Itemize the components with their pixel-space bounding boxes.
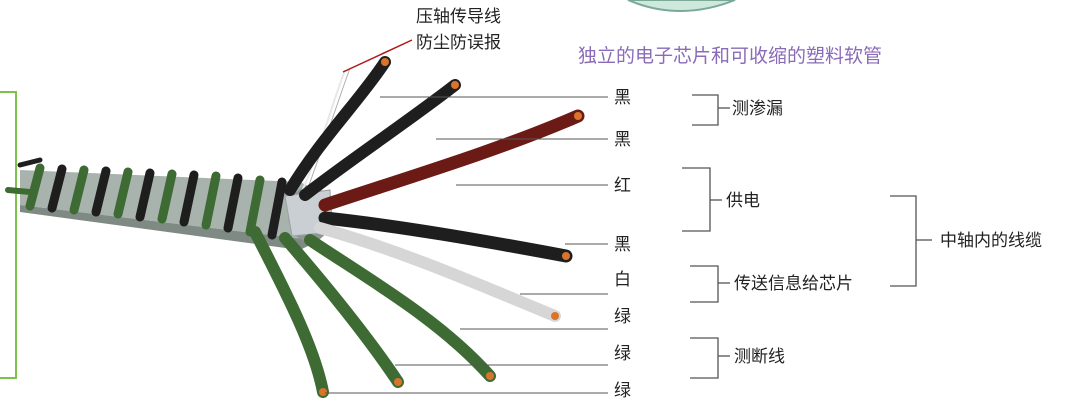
wire-label-green-3: 绿: [614, 381, 631, 401]
wires: [249, 56, 585, 398]
wire-label-black-2: 黑: [614, 130, 631, 150]
group-label-power: 供电: [726, 191, 760, 211]
left-frame: [0, 91, 17, 379]
wire-red: [318, 109, 585, 212]
wire-green-2: [279, 232, 404, 388]
wire-white: [314, 222, 561, 322]
wire-label-black-1: 黑: [614, 88, 631, 108]
group-label-chip: 传送信息给芯片: [734, 274, 853, 294]
wire-label-red: 红: [614, 176, 631, 196]
sense-wire-white: [299, 69, 346, 197]
wire-label-white: 白: [614, 270, 631, 290]
bracket-lines: [682, 94, 932, 379]
wire-label-green-2: 绿: [614, 344, 631, 364]
wire-label-green-1: 绿: [614, 307, 631, 327]
group-label-leak: 测渗漏: [732, 99, 783, 119]
top-note-line1: 压轴传导线: [416, 7, 501, 27]
leader-lines: [325, 96, 608, 394]
wire-black-2: [299, 79, 461, 201]
pointer-line-red: [342, 39, 413, 73]
top-blob: [627, 0, 736, 12]
top-note-line2: 防尘防误报: [416, 33, 501, 53]
subtitle: 独立的电子芯片和可收缩的塑料软管: [578, 45, 882, 67]
wire-black-1: [284, 56, 391, 196]
wire-green-3: [249, 226, 329, 398]
copper-tips: [319, 58, 582, 396]
wire-label-black-3: 黑: [614, 235, 631, 255]
cable-body: [5, 157, 333, 250]
group-label-break: 测断线: [734, 347, 785, 367]
wire-black-3: [318, 211, 573, 263]
wire-green-1: [304, 234, 496, 382]
group-label-core: 中轴内的线缆: [940, 231, 1042, 251]
